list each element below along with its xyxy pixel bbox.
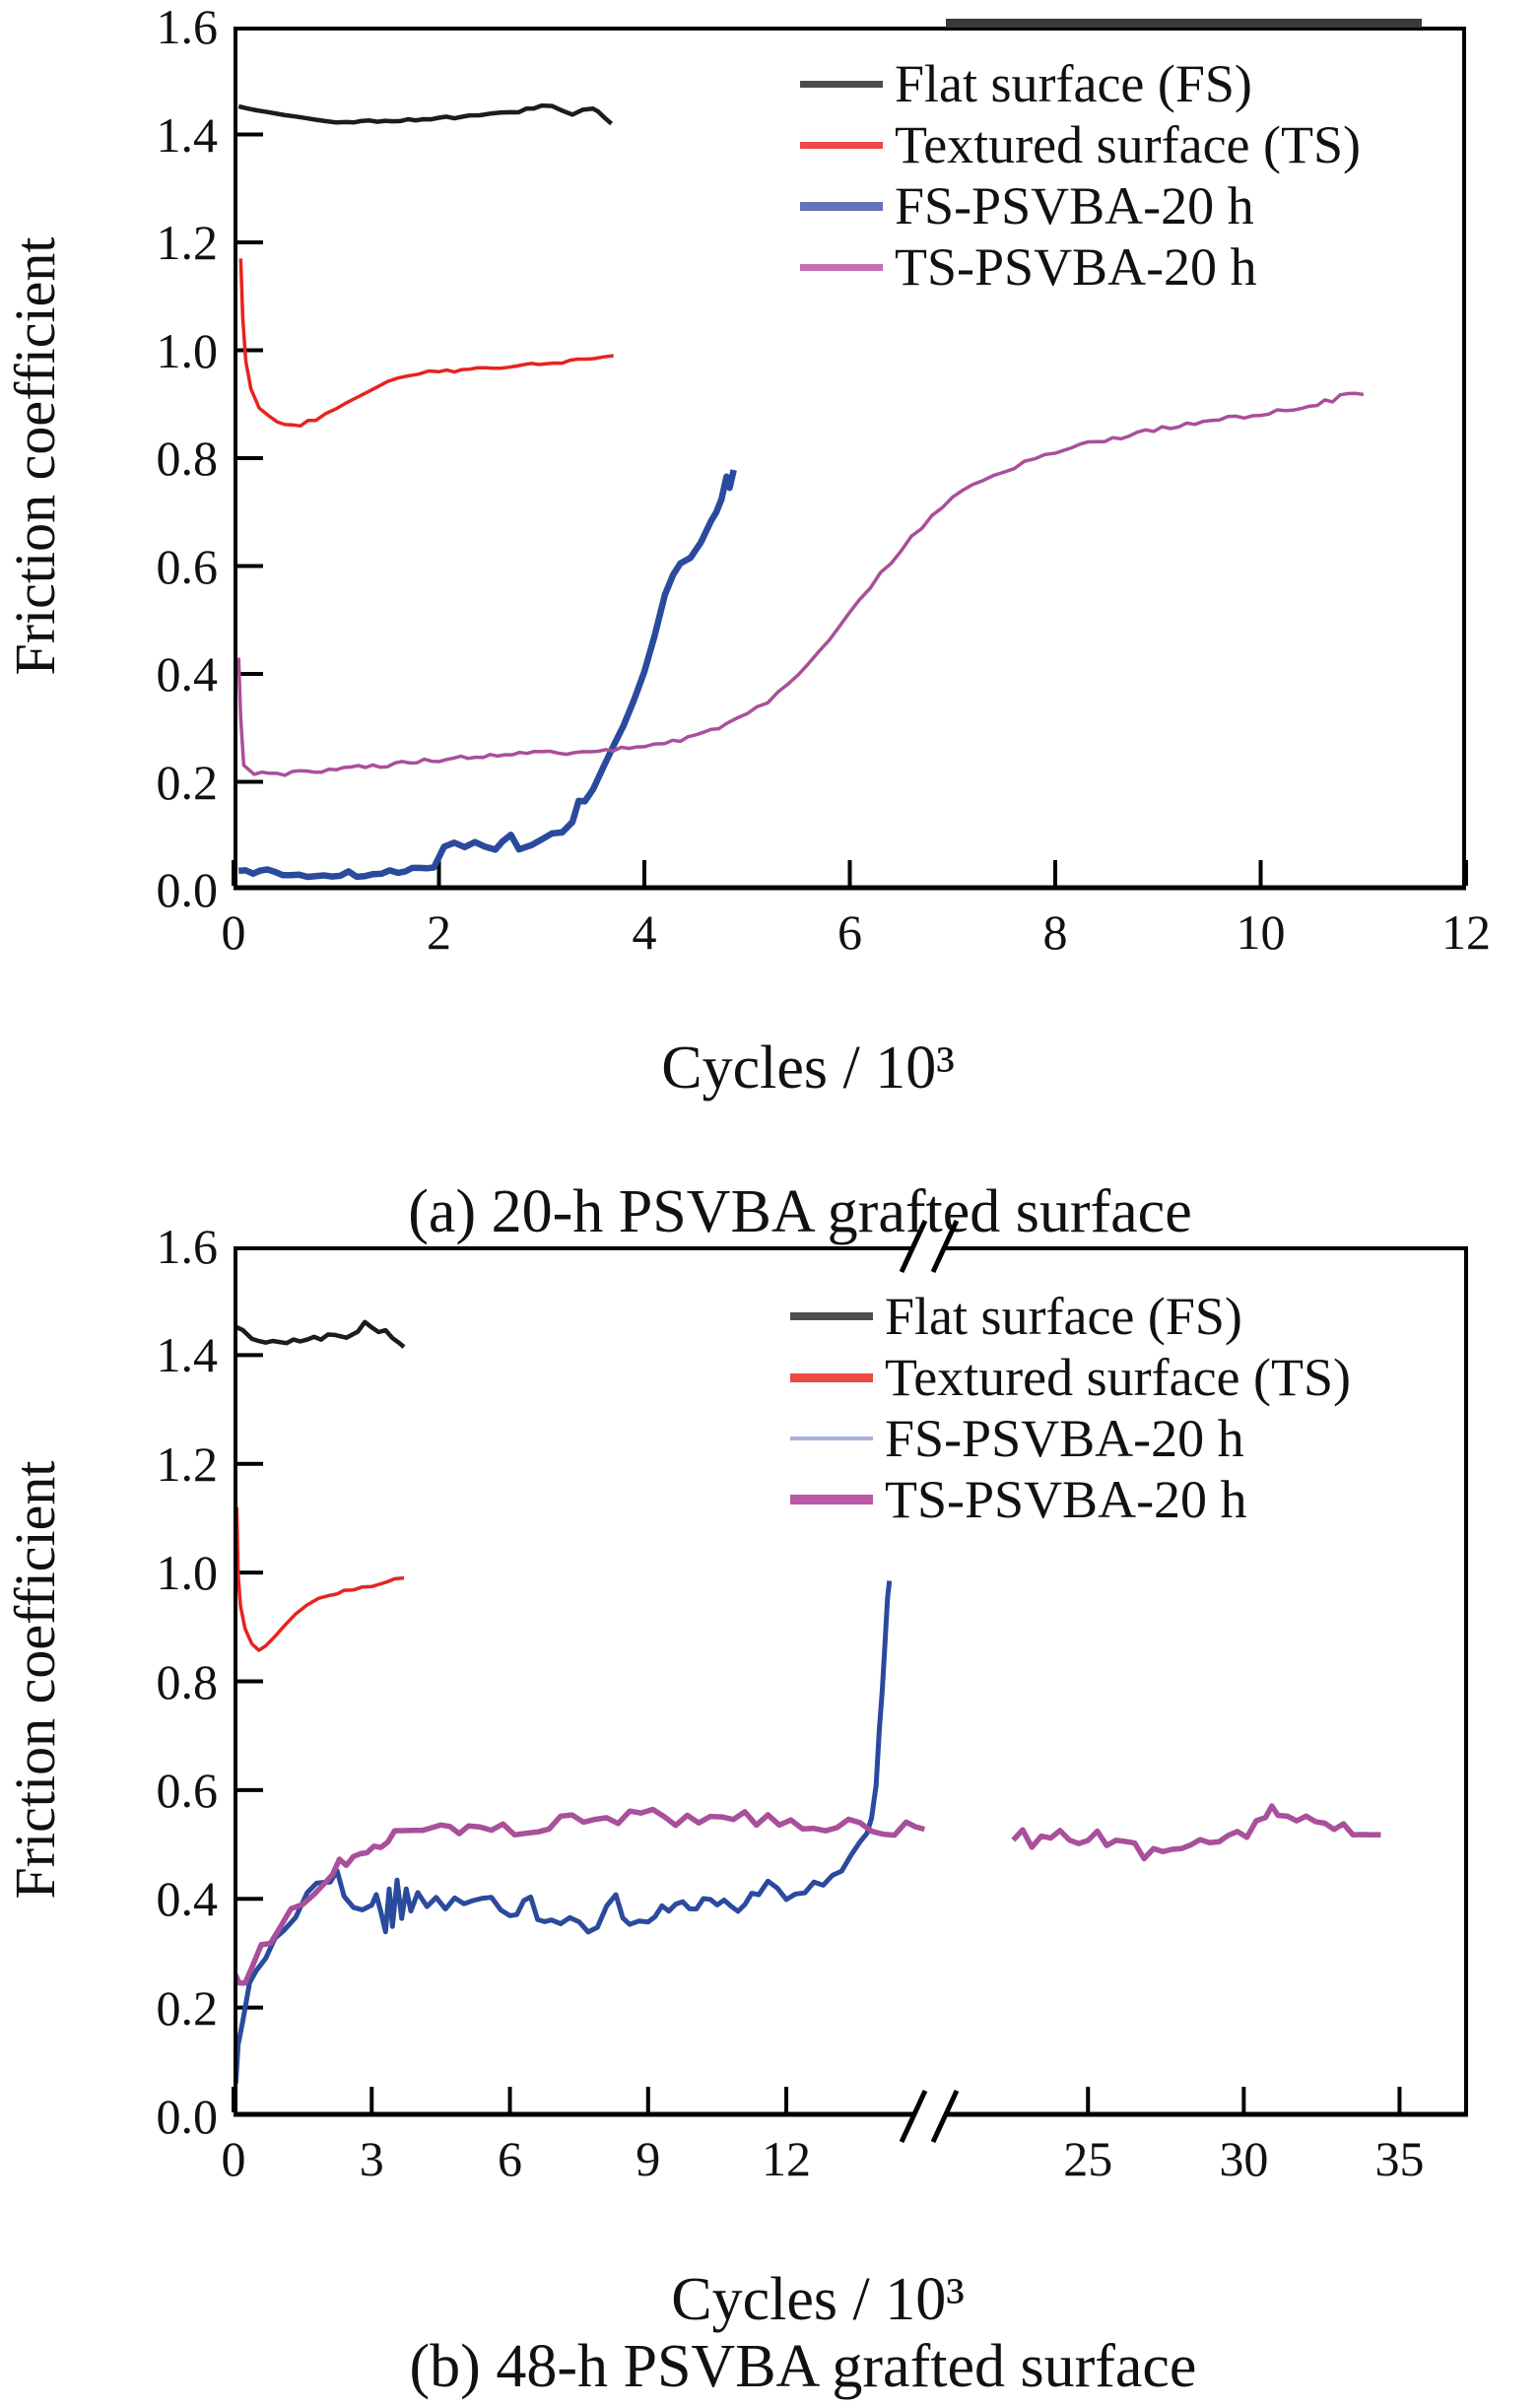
chart-b-xtick-25: 25: [1063, 2131, 1113, 2186]
chart-a-ytick-0.8: 0.8: [156, 431, 219, 486]
chart-b-xtick-30: 30: [1219, 2131, 1269, 2186]
legend-swatch-icon: [800, 201, 883, 211]
chart-a-xtick-2: 2: [427, 904, 451, 960]
chart-a-xtick-6: 6: [837, 904, 862, 960]
series-line-fs-psvba-20-h: [237, 1580, 893, 2085]
legend-label: Textured surface (TS): [895, 115, 1362, 174]
legend-label: Flat surface (FS): [885, 1287, 1242, 1346]
chart-a-svg: [232, 27, 1468, 891]
chart-b-ytick-0.0: 0.0: [156, 2089, 219, 2144]
chart-b-y-axis-title: Friction coefficient: [3, 1460, 67, 1900]
legend-item-3: TS-PSVBA-20 h: [790, 1469, 1351, 1530]
chart-b-xtick-0: 0: [221, 2131, 246, 2186]
chart-b-ytick-0.6: 0.6: [156, 1762, 219, 1818]
legend-label: Textured surface (TS): [885, 1348, 1352, 1407]
chart-a-ytick-0.0: 0.0: [156, 862, 219, 917]
chart-a-top-border-artifact: [946, 19, 1422, 28]
chart-a-x-axis-title: Cycles / 10³: [661, 1035, 955, 1102]
chart-a-xtick-12: 12: [1441, 904, 1491, 960]
chart-b-ytick-1.4: 1.4: [156, 1327, 219, 1383]
legend-item-3: TS-PSVBA-20 h: [800, 236, 1361, 298]
series-line-ts-psvba-20-h: [237, 1806, 926, 1986]
legend-swatch-icon: [790, 1372, 873, 1382]
chart-a-ytick-0.2: 0.2: [156, 754, 219, 810]
chart-a-ytick-0.6: 0.6: [156, 538, 219, 594]
legend-label: FS-PSVBA-20 h: [885, 1409, 1244, 1468]
legend-item-0: Flat surface (FS): [790, 1286, 1351, 1347]
legend-swatch-icon: [800, 80, 883, 88]
chart-b-ytick-0.4: 0.4: [156, 1871, 219, 1927]
series-line-textured-surface-ts-: [237, 1506, 405, 1652]
legend-swatch-icon: [800, 263, 883, 271]
chart-a-caption: (a) 20-h PSVBA grafted surface: [408, 1178, 1192, 1245]
chart-a-ytick-1.4: 1.4: [156, 106, 219, 163]
chart-b-ytick-1.2: 1.2: [156, 1436, 219, 1492]
chart-a-y-axis-title: Friction coefficient: [3, 236, 67, 676]
chart-b-caption: (b) 48-h PSVBA grafted surface: [409, 2333, 1197, 2400]
chart-b-xtick-12: 12: [762, 2131, 812, 2186]
chart-a-ytick-1.6: 1.6: [156, 0, 219, 54]
legend-label: TS-PSVBA-20 h: [885, 1470, 1247, 1529]
axis-break-slash: [899, 1219, 928, 1274]
series-line-ts-psvba-20-h: [237, 391, 1365, 777]
chart-b-x-axis-title: Cycles / 10³: [671, 2266, 965, 2333]
chart-b-xtick-3: 3: [359, 2131, 384, 2186]
axis-break-slash: [899, 2089, 928, 2144]
legend-item-2: FS-PSVBA-20 h: [790, 1408, 1351, 1469]
chart-b-ytick-1.6: 1.6: [156, 1219, 219, 1274]
axis-break-slash: [930, 2089, 960, 2144]
chart-a-ytick-1.2: 1.2: [156, 215, 219, 270]
legend-swatch-icon: [800, 141, 883, 149]
chart-b-ytick-1.0: 1.0: [156, 1545, 219, 1601]
series-line-flat-surface-fs-: [237, 1319, 406, 1349]
chart-a-ytick-1.0: 1.0: [156, 322, 219, 378]
chart-b-svg: [232, 1219, 1468, 2144]
legend-label: TS-PSVBA-20 h: [895, 237, 1257, 297]
series-line-textured-surface-ts-: [238, 258, 614, 429]
chart-b-xtick-35: 35: [1374, 2131, 1425, 2186]
series-line-fs-psvba-20-h: [238, 469, 737, 881]
legend-item-0: Flat surface (FS): [800, 53, 1361, 114]
legend-swatch-icon: [790, 1312, 873, 1320]
chart-b-xtick-6: 6: [498, 2131, 523, 2186]
legend-label: Flat surface (FS): [895, 54, 1252, 113]
chart-b-xtick-9: 9: [636, 2131, 661, 2186]
legend-item-2: FS-PSVBA-20 h: [800, 175, 1361, 236]
legend-label: FS-PSVBA-20 h: [895, 176, 1254, 235]
chart-b-ytick-0.2: 0.2: [156, 1979, 219, 2036]
chart-a-xtick-10: 10: [1236, 904, 1286, 960]
legend-swatch-icon: [790, 1495, 873, 1504]
series-line-flat-surface-fs-: [237, 102, 614, 126]
legend-swatch-icon: [790, 1437, 873, 1440]
legend-item-1: Textured surface (TS): [790, 1347, 1351, 1408]
chart-b-legend: Flat surface (FS) Textured surface (TS) FS…: [790, 1286, 1351, 1530]
chart-a-xtick-0: 0: [221, 904, 246, 960]
axis-break-slash: [930, 1219, 960, 1274]
legend-item-1: Textured surface (TS): [800, 114, 1361, 175]
chart-a-xtick-4: 4: [632, 904, 657, 960]
chart-a-legend: Flat surface (FS) Textured surface (TS) FS…: [800, 53, 1361, 298]
chart-a-ytick-0.4: 0.4: [156, 646, 219, 702]
chart-a-xtick-8: 8: [1042, 904, 1068, 960]
series-line-ts-psvba-20-h: [1011, 1803, 1381, 1862]
chart-b-ytick-0.8: 0.8: [156, 1653, 219, 1709]
